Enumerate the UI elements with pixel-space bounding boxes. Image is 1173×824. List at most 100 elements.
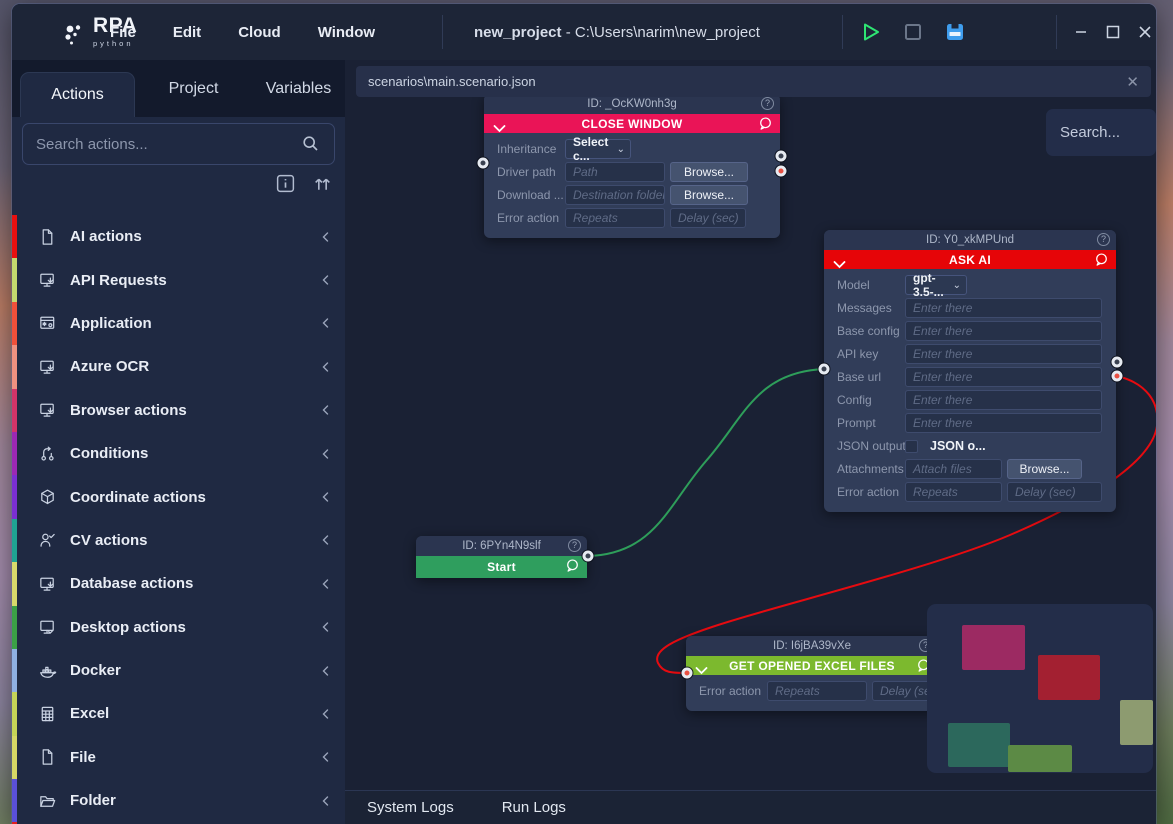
menu-file[interactable]: File — [110, 23, 136, 41]
field-input[interactable]: Enter there — [905, 344, 1102, 364]
sidebar-item-conditions[interactable]: Conditions — [12, 431, 345, 476]
sidebar-item-folder[interactable]: Folder — [12, 779, 345, 823]
sidebar-item-cv-actions[interactable]: CV actions — [12, 518, 345, 563]
sidebar-item-excel[interactable]: Excel — [12, 692, 345, 736]
node-get-opened-excel-files[interactable]: ID: I6jBA39vXe? GET OPENED EXCEL FILES Err… — [686, 636, 944, 711]
sidebar-item-file[interactable]: File — [12, 735, 345, 780]
field-input[interactable]: Enter there — [905, 413, 1102, 433]
field-label: Model — [837, 278, 870, 292]
connection-port[interactable] — [1111, 356, 1123, 368]
menu-window[interactable]: Window — [317, 23, 376, 41]
field-input[interactable]: Delay (sec) — [670, 208, 746, 228]
field-select[interactable]: Select c... ⌄ — [565, 135, 631, 163]
stop-button[interactable] — [901, 20, 925, 44]
maximize-button[interactable] — [1100, 19, 1126, 45]
tab-run-logs[interactable]: Run Logs — [501, 799, 566, 816]
search-actions-input[interactable]: Search actions... — [22, 123, 335, 165]
field-input[interactable]: Delay (sec) — [1007, 482, 1102, 502]
connection-port[interactable] — [477, 157, 489, 169]
titlebar-separator — [1056, 15, 1057, 49]
minimap[interactable] — [927, 604, 1153, 773]
save-button[interactable] — [943, 20, 967, 44]
field-input[interactable]: Repeats — [767, 681, 867, 701]
sidebar-item-azure-ocr[interactable]: Azure OCR — [12, 345, 345, 389]
connection-port[interactable] — [681, 667, 693, 679]
node-ask-ai[interactable]: ID: Y0_xkMPUnd? ASK AI Model gpt-3.5-... ⌄ Me… — [824, 230, 1116, 512]
connection-port[interactable] — [775, 165, 787, 177]
app-window-icon — [40, 317, 55, 330]
help-icon[interactable]: ? — [761, 97, 774, 110]
tab-project[interactable]: Project — [168, 79, 219, 97]
field-input[interactable]: Repeats — [905, 482, 1002, 502]
field-input[interactable]: Enter there — [905, 321, 1102, 341]
chevron-down-icon[interactable] — [833, 256, 846, 274]
browse-button[interactable]: Browse... — [670, 162, 748, 182]
field-input[interactable]: Enter there — [905, 298, 1102, 318]
chevron-left-icon — [322, 275, 329, 285]
node-id: ID: Y0_xkMPUnd — [926, 234, 1014, 246]
node-title-bar[interactable]: ASK AI — [824, 250, 1116, 269]
chevron-left-icon — [322, 665, 329, 676]
menu-cloud[interactable]: Cloud — [238, 23, 281, 41]
help-icon[interactable]: ? — [568, 539, 581, 552]
node-id: ID: _OcKW0nh3g — [587, 98, 677, 110]
sidebar-item-ai-actions[interactable]: AI actions — [12, 215, 345, 259]
help-icon[interactable]: ? — [1097, 233, 1110, 246]
field-input[interactable]: Enter there — [905, 390, 1102, 410]
comment-bubble-icon[interactable] — [1094, 252, 1109, 272]
sidebar-item-partial[interactable] — [12, 822, 345, 824]
connection-port[interactable] — [582, 550, 594, 562]
tab-close-icon[interactable]: ✕ — [1126, 73, 1139, 91]
connection-port[interactable] — [1111, 370, 1123, 382]
canvas-search-box[interactable]: Search... — [1046, 109, 1156, 156]
browse-button[interactable]: Browse... — [670, 185, 748, 205]
sidebar-item-browser-actions[interactable]: Browser actions — [12, 388, 345, 432]
sidebar-item-desktop-actions[interactable]: Desktop actions — [12, 605, 345, 649]
tab-variables[interactable]: Variables — [265, 79, 332, 97]
sidebar-item-database-actions[interactable]: Database actions — [12, 562, 345, 606]
chevron-down-icon[interactable] — [493, 120, 506, 138]
field-input[interactable]: Repeats — [565, 208, 665, 228]
chevron-left-icon — [322, 622, 329, 632]
chevron-down-icon[interactable] — [695, 662, 708, 680]
titlebar-separator — [842, 15, 843, 49]
connection-port[interactable] — [818, 363, 830, 375]
node-title-bar[interactable]: Start — [416, 556, 587, 578]
info-icon[interactable] — [275, 173, 296, 194]
node-start[interactable]: ID: 6PYn4N9slf? Start — [416, 536, 587, 578]
minimize-button[interactable] — [1068, 19, 1094, 45]
sidebar-item-docker[interactable]: Docker — [12, 648, 345, 693]
sidebar-item-application[interactable]: Application — [12, 301, 345, 346]
field-input[interactable]: Destination folder — [565, 185, 665, 205]
rpa-logo-icon — [65, 25, 81, 45]
tab-system-logs[interactable]: System Logs — [367, 799, 454, 816]
node-title: GET OPENED EXCEL FILES — [729, 658, 895, 673]
sidebar-item-coordinate-actions[interactable]: Coordinate actions — [12, 475, 345, 519]
scenario-file-tab[interactable]: scenarios\main.scenario.json ✕ — [356, 66, 1151, 97]
app-logo: RPA python — [62, 15, 137, 53]
scenario-canvas[interactable]: scenarios\main.scenario.json ✕ ID: _OcKW… — [345, 60, 1156, 824]
chevron-left-icon — [322, 448, 329, 459]
run-button[interactable] — [859, 20, 883, 44]
sidebar-item-api-requests[interactable]: API Requests — [12, 258, 345, 302]
menu-edit[interactable]: Edit — [172, 23, 202, 41]
node-close-window[interactable]: ID: _OcKW0nh3g? CLOSE WINDOW Inheritance Se… — [484, 94, 780, 238]
connection-port[interactable] — [775, 150, 787, 162]
comment-bubble-icon[interactable] — [758, 116, 773, 136]
field-input[interactable]: Attach files — [905, 459, 1002, 479]
folder-icon — [40, 795, 56, 807]
field-input[interactable]: Enter there — [905, 367, 1102, 387]
node-title-bar[interactable]: CLOSE WINDOW — [484, 114, 780, 133]
field-select[interactable]: gpt-3.5-... ⌄ — [905, 271, 967, 299]
checkbox[interactable] — [905, 439, 918, 453]
node-title-bar[interactable]: GET OPENED EXCEL FILES — [686, 656, 938, 675]
field-input[interactable]: Path — [565, 162, 665, 182]
comment-bubble-icon[interactable] — [565, 558, 580, 578]
tab-actions[interactable]: Actions — [20, 72, 135, 117]
collapse-all-icon[interactable] — [312, 173, 333, 194]
field-input[interactable]: Delay (sec) — [872, 681, 944, 701]
browse-button[interactable]: Browse... — [1007, 459, 1082, 479]
close-button[interactable] — [1132, 19, 1156, 45]
category-color-stripe — [12, 692, 17, 736]
spreadsheet-icon — [41, 706, 54, 722]
